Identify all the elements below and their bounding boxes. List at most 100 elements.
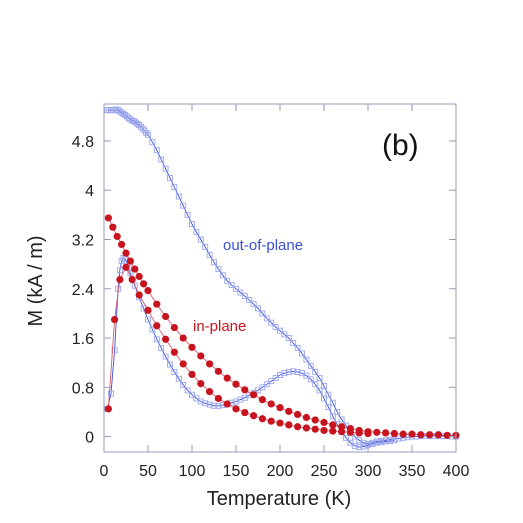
data-point [250, 301, 257, 308]
data-point [268, 378, 275, 385]
data-point [116, 275, 124, 284]
data-point [179, 334, 187, 342]
data-point [258, 415, 266, 423]
data-point [321, 383, 327, 390]
data-point [180, 381, 187, 388]
data-point [241, 293, 248, 300]
x-axis-title: Temperature (K) [207, 488, 352, 510]
data-point [145, 316, 151, 323]
data-point [131, 265, 139, 273]
x-tick-label: 200 [267, 463, 294, 480]
data-point [285, 368, 292, 375]
data-point [299, 350, 305, 357]
data-point [214, 394, 222, 403]
y-tick-label: 3.2 [72, 233, 94, 250]
data-point [129, 117, 136, 124]
data-point [320, 418, 328, 427]
data-point [329, 399, 336, 406]
data-point [255, 387, 261, 394]
data-point [211, 402, 217, 409]
data-point [343, 434, 349, 441]
data-point [347, 439, 354, 446]
data-point [307, 362, 314, 369]
data-point [277, 372, 283, 378]
data-point [329, 421, 337, 429]
data-point [224, 277, 231, 284]
data-point [206, 251, 213, 258]
data-point [267, 400, 275, 408]
data-point [189, 391, 195, 398]
data-point [153, 336, 160, 343]
data-point [158, 156, 165, 163]
data-point [382, 438, 389, 445]
data-point [351, 433, 358, 440]
ticks-layer: 0 50 100 150 200 250 300 350 400 0 0.8 1.6 2.4 3.2 4 4.… [72, 104, 469, 480]
data-point [122, 263, 130, 271]
data-point [206, 360, 214, 368]
y-tick-label: 0 [85, 430, 94, 447]
data-point [378, 439, 385, 446]
data-point [373, 439, 380, 446]
data-point [171, 368, 178, 375]
data-point [126, 257, 134, 265]
data-point [197, 380, 205, 388]
data-point [118, 240, 126, 249]
data-point [329, 427, 337, 435]
data-point [294, 368, 301, 375]
data-point [417, 431, 425, 439]
data-point [316, 387, 323, 394]
data-point [214, 367, 222, 375]
data-point [259, 384, 266, 391]
data-point [294, 423, 302, 431]
data-point [390, 429, 398, 438]
data-point [223, 400, 231, 408]
data-point [255, 305, 261, 312]
data-point [128, 275, 136, 284]
data-point [135, 291, 143, 299]
data-point [237, 396, 244, 403]
data-point [373, 428, 381, 436]
data-point [162, 312, 170, 321]
data-point [285, 335, 292, 342]
data-point [140, 280, 148, 288]
data-point [189, 221, 195, 228]
data-point [237, 289, 244, 296]
data-point [144, 287, 152, 295]
data-point [325, 391, 332, 398]
data-point [443, 431, 451, 439]
data-point [167, 361, 173, 368]
data-point [153, 300, 161, 308]
data-point [267, 417, 275, 425]
data-point [290, 368, 297, 375]
data-point [334, 409, 341, 415]
x-tick-label: 250 [311, 463, 338, 480]
data-point [197, 398, 204, 405]
data-point [307, 376, 314, 383]
data-point [211, 259, 217, 266]
series-out-of-plane-lower [104, 255, 398, 451]
data-point [404, 434, 411, 441]
data-point [197, 236, 204, 243]
data-point [277, 327, 283, 334]
x-tick-label: 150 [223, 463, 250, 480]
data-point [184, 211, 191, 218]
data-point [175, 375, 182, 382]
y-tick-label: 0.8 [72, 380, 94, 397]
data-point [139, 125, 146, 132]
data-point [223, 374, 231, 382]
data-point [387, 437, 393, 444]
data-point [312, 381, 319, 388]
data-point [281, 331, 288, 338]
data-point [263, 315, 270, 322]
data-point [158, 344, 165, 351]
data-point [303, 356, 310, 363]
data-point [268, 319, 275, 326]
data-point [175, 193, 182, 200]
data-point [312, 368, 319, 375]
data-point [109, 223, 117, 231]
x-tick-label: 350 [399, 463, 426, 480]
data-point [104, 214, 112, 222]
series-layer [104, 106, 460, 451]
data-point [408, 430, 416, 438]
data-point [134, 120, 141, 127]
